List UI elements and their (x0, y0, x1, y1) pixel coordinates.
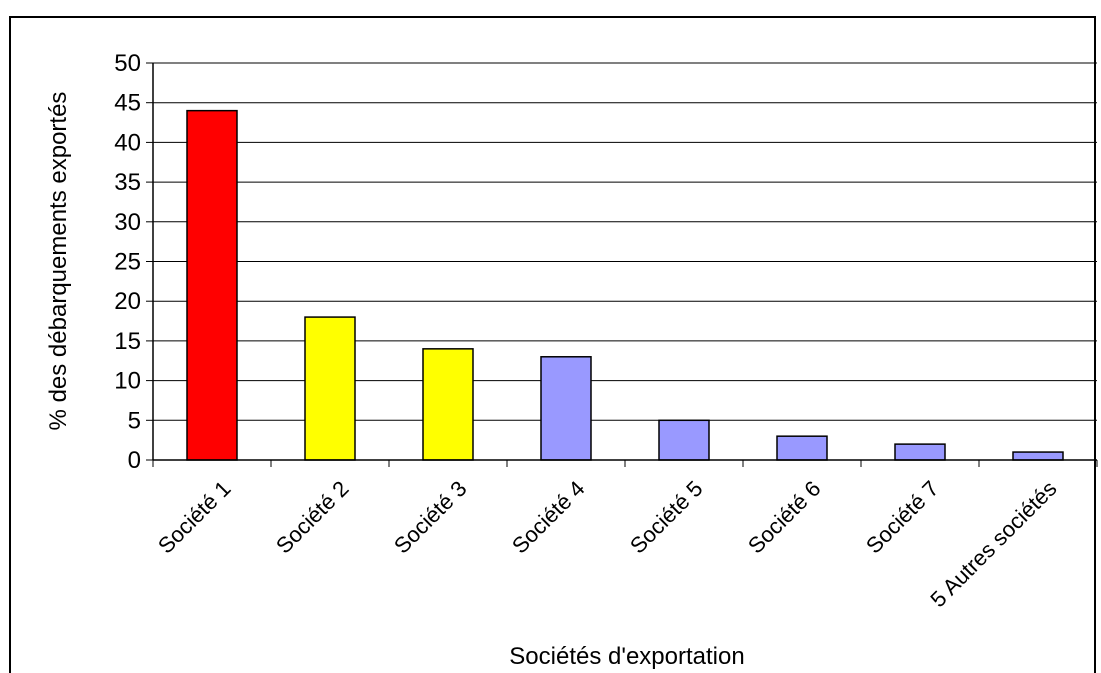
y-tick-label: 50 (114, 50, 141, 77)
bar (186, 109, 238, 461)
y-tick-label: 35 (114, 169, 141, 196)
bar (422, 348, 474, 461)
y-tick-label: 15 (114, 328, 141, 355)
y-tick-label: 10 (114, 368, 141, 395)
bars (186, 109, 1064, 461)
x-tick-label: Société 3 (389, 476, 472, 559)
y-tick-label: 20 (114, 288, 141, 315)
chart-frame (9, 16, 1096, 673)
bar (776, 435, 828, 461)
y-tick-label: 30 (114, 209, 141, 236)
x-tick-label: Société 4 (507, 476, 590, 559)
bar (658, 419, 710, 461)
y-tick-label: 0 (128, 447, 141, 474)
x-tick-label: Société 2 (271, 476, 354, 559)
axes (146, 62, 1098, 467)
x-tick-label: 5 Autres sociétés (925, 476, 1061, 612)
y-tick-labels: 0 5 10 15 20 25 30 35 40 45 50 (114, 50, 141, 474)
bar (1012, 451, 1064, 461)
y-tick-label: 5 (128, 407, 141, 434)
x-tick-labels: Société 1 Société 2 Société 3 Société 4 Soci… (153, 476, 1062, 612)
x-axis-title: Sociétés d'exportation (509, 643, 744, 670)
bar (304, 316, 356, 461)
x-tick-label: Société 6 (743, 476, 826, 559)
y-axis-title: % des débarquements exportés (45, 92, 72, 431)
bar (540, 356, 592, 461)
x-tick-label: Société 5 (625, 476, 708, 559)
x-tick-label: Société 1 (153, 476, 236, 559)
bar (894, 443, 946, 461)
y-tick-label: 45 (114, 90, 141, 117)
y-tick-label: 40 (114, 129, 141, 156)
gridlines (153, 62, 1097, 421)
y-tick-label: 25 (114, 249, 141, 276)
x-tick-label: Société 7 (861, 476, 944, 559)
